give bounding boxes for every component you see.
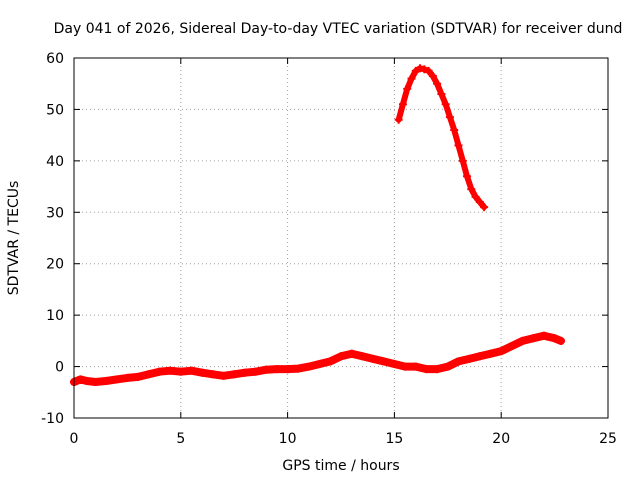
data-series <box>70 64 566 386</box>
data-point <box>326 357 335 366</box>
x-tick-label: 20 <box>492 431 510 447</box>
data-point <box>283 365 292 374</box>
y-tick-labels: -10 0 10 20 30 40 50 60 <box>41 51 64 427</box>
data-point <box>467 185 476 194</box>
x-tick-label: 25 <box>599 431 617 447</box>
data-point <box>134 372 143 381</box>
data-point <box>465 354 474 363</box>
data-point <box>394 115 403 124</box>
data-point <box>166 366 175 375</box>
y-tick-label: 20 <box>46 257 64 273</box>
data-point <box>557 336 566 345</box>
y-tick-label: 0 <box>55 360 64 376</box>
data-point <box>486 349 495 358</box>
data-point <box>390 360 399 368</box>
y-tick-label: 10 <box>46 308 64 324</box>
data-point <box>294 364 303 373</box>
data-point <box>198 368 207 377</box>
data-point <box>102 376 111 385</box>
data-point <box>82 376 91 385</box>
data-point <box>176 367 185 376</box>
data-point <box>507 342 516 350</box>
data-point <box>518 336 527 345</box>
data-point <box>411 66 420 75</box>
data-point <box>420 65 429 74</box>
data-point <box>454 357 463 366</box>
plot-frame <box>73 57 609 419</box>
data-point <box>437 90 446 98</box>
x-tick-label: 10 <box>279 431 297 447</box>
y-tick-label: -10 <box>41 411 64 427</box>
x-tick-label: 5 <box>176 431 185 447</box>
data-point <box>433 79 442 88</box>
data-point <box>411 362 420 371</box>
data-point <box>272 365 281 374</box>
data-point <box>358 352 367 361</box>
data-point <box>424 66 433 75</box>
data-point <box>458 156 467 165</box>
x-axis-label: GPS time / hours <box>282 458 399 474</box>
data-point <box>187 366 196 375</box>
data-point <box>369 354 378 363</box>
y-tick-label: 30 <box>46 205 64 221</box>
data-point <box>475 198 484 206</box>
data-point <box>251 367 260 376</box>
data-point <box>347 349 356 358</box>
data-point <box>445 113 454 122</box>
data-point <box>480 203 489 212</box>
data-point <box>428 72 437 80</box>
data-point <box>529 334 538 343</box>
data-point <box>416 64 425 73</box>
data-point <box>441 100 450 109</box>
data-point <box>550 334 559 343</box>
data-point <box>155 367 164 376</box>
data-point <box>475 352 484 361</box>
data-point <box>450 126 459 134</box>
data-point <box>497 347 506 356</box>
y-tick-label: 40 <box>46 154 64 170</box>
data-point <box>240 368 249 377</box>
y-axis-label: SDTVAR / TECUs <box>6 181 22 296</box>
data-point <box>539 331 548 340</box>
data-point <box>123 373 132 382</box>
x-tick-label: 15 <box>385 431 403 447</box>
data-point <box>443 362 452 371</box>
data-point <box>403 84 412 93</box>
data-point <box>76 375 85 384</box>
data-point <box>433 365 442 374</box>
data-point <box>230 370 239 379</box>
y-tick-label: 50 <box>46 102 64 118</box>
data-point <box>304 362 313 371</box>
data-point <box>315 360 324 368</box>
data-point <box>407 74 416 83</box>
data-point <box>401 362 410 371</box>
data-point <box>208 370 217 379</box>
grid-lines <box>74 58 608 418</box>
data-point <box>337 352 345 361</box>
data-point <box>219 371 228 380</box>
data-point <box>463 172 472 181</box>
data-point <box>454 141 463 150</box>
data-point <box>144 370 153 379</box>
y-tick-label: 60 <box>46 51 64 67</box>
data-point <box>262 365 271 374</box>
x-tick-labels: 0 5 10 15 20 25 <box>70 431 617 447</box>
data-point <box>398 100 407 109</box>
data-point <box>471 192 480 201</box>
data-point <box>112 375 121 384</box>
data-point <box>91 378 100 386</box>
data-point <box>379 357 388 366</box>
data-point <box>422 365 431 374</box>
chart-title: Day 041 of 2026, Sidereal Day-to-day VTE… <box>54 21 623 37</box>
axis-ticks <box>73 57 609 419</box>
x-tick-label: 0 <box>70 431 79 447</box>
